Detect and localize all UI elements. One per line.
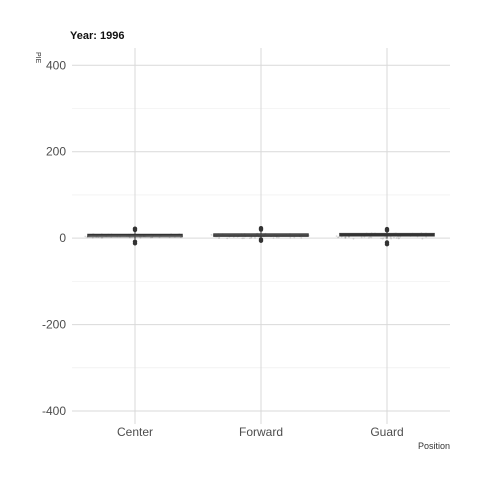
box-forward [213,226,309,243]
data-point [300,237,303,239]
chart-title: Year: 1996 [70,30,124,42]
data-point [91,236,94,239]
y-tick-label: 400 [46,58,66,72]
data-point [397,237,400,240]
data-point [289,236,292,239]
data-point [384,236,387,239]
boxes [87,226,435,247]
data-point [380,237,382,240]
box-guard [339,226,435,247]
data-point [381,237,384,240]
data-point [226,237,229,240]
y-tick-label: -200 [42,318,66,332]
outlier-point [384,242,390,247]
x-tick-labels: Center Forward Guard [117,425,404,439]
data-point [344,236,347,239]
data-point [344,237,347,239]
data-point [218,237,220,240]
x-tick-label: Forward [239,425,283,439]
outlier-point [132,227,138,233]
data-point [337,236,339,239]
data-point [250,237,253,239]
data-point [398,237,400,240]
data-point [276,236,278,239]
y-axis-label: PIE [34,52,41,64]
data-point [344,236,347,239]
data-point [389,236,392,239]
outlier-point [258,238,264,243]
data-point [241,237,244,240]
data-point [249,237,251,240]
data-point [277,236,280,239]
outlier-point [384,228,390,233]
x-axis-label: Position [418,441,450,451]
data-point [250,236,253,239]
x-tick-label: Guard [370,425,403,439]
y-tick-labels: 400 200 0 -200 -400 [42,58,66,418]
outlier-point [132,241,138,246]
data-point [360,236,363,239]
data-point [210,233,213,236]
data-point [337,236,340,239]
box-center [87,226,183,246]
data-point [293,236,296,239]
data-point [139,236,142,239]
data-point [368,237,370,239]
data-point [335,235,338,238]
y-tick-label: -400 [42,404,66,418]
data-point [370,236,373,239]
data-point [254,237,256,239]
data-point [218,236,221,239]
data-point [352,237,355,240]
data-point [395,237,398,239]
data-point [393,236,395,239]
y-tick-label: 200 [46,145,66,159]
data-point [272,237,275,239]
data-point [382,237,385,239]
data-point [84,235,87,238]
data-point [100,236,103,239]
data-point [243,237,245,240]
data-point [421,237,424,240]
outlier-point [258,227,264,232]
y-tick-label: 0 [59,231,66,245]
data-point [390,237,392,240]
x-tick-label: Center [117,425,153,439]
data-point [348,236,350,238]
